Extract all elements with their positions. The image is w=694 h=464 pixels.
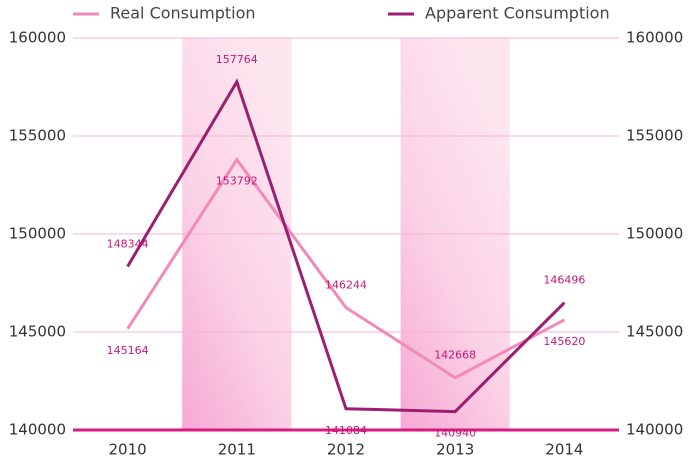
x-tick-label: 2012 <box>327 441 365 459</box>
data-label: 157764 <box>216 53 258 66</box>
y-tick-label: 155000 <box>9 127 66 145</box>
y2-tick-label: 140000 <box>626 421 683 439</box>
x-tick-label: 2010 <box>109 441 147 459</box>
y2-tick-label: 155000 <box>626 127 683 145</box>
series-line <box>126 157 566 380</box>
data-label: 141084 <box>325 424 367 437</box>
y-tick-label: 160000 <box>9 29 66 47</box>
y-tick-label: 150000 <box>9 225 66 243</box>
x-tick-label: 2014 <box>545 441 583 459</box>
legend-label: Real Consumption <box>110 4 256 23</box>
data-label: 145164 <box>107 344 149 357</box>
data-label: 146496 <box>543 274 585 287</box>
data-label: 148344 <box>107 237 149 250</box>
data-label: 140940 <box>434 427 476 440</box>
y-tick-label: 140000 <box>9 421 66 439</box>
series-line <box>126 78 566 414</box>
x-tick-label: 2013 <box>436 441 474 459</box>
y-tick-label: 145000 <box>9 323 66 341</box>
data-label: 142668 <box>434 349 476 362</box>
y2-tick-label: 145000 <box>626 323 683 341</box>
x-tick-label: 2011 <box>218 441 256 459</box>
data-label: 145620 <box>543 335 585 348</box>
legend-label: Apparent Consumption <box>425 4 610 23</box>
y2-tick-label: 150000 <box>626 225 683 243</box>
y2-tick-label: 160000 <box>626 29 683 47</box>
data-label: 146244 <box>325 279 367 292</box>
data-label: 153792 <box>216 175 258 188</box>
